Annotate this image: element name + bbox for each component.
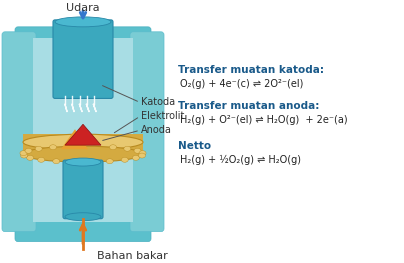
- Text: Anoda: Anoda: [141, 125, 172, 135]
- Text: Elektrolit: Elektrolit: [141, 111, 184, 121]
- FancyBboxPatch shape: [63, 160, 103, 219]
- Ellipse shape: [106, 159, 113, 164]
- Text: Transfer muatan katoda:: Transfer muatan katoda:: [178, 65, 324, 75]
- Ellipse shape: [50, 145, 57, 150]
- Text: Udara: Udara: [66, 3, 100, 13]
- Ellipse shape: [27, 155, 34, 160]
- Ellipse shape: [23, 134, 143, 150]
- FancyBboxPatch shape: [130, 32, 164, 232]
- FancyBboxPatch shape: [2, 32, 36, 232]
- Text: Katoda: Katoda: [141, 97, 175, 107]
- Ellipse shape: [124, 146, 131, 151]
- Ellipse shape: [65, 158, 101, 166]
- Ellipse shape: [70, 159, 77, 164]
- Ellipse shape: [133, 155, 139, 160]
- Ellipse shape: [23, 146, 143, 162]
- Ellipse shape: [53, 159, 60, 164]
- Ellipse shape: [25, 148, 32, 153]
- Ellipse shape: [121, 157, 128, 162]
- Text: Transfer muatan anoda:: Transfer muatan anoda:: [178, 102, 320, 112]
- Ellipse shape: [89, 159, 96, 164]
- Ellipse shape: [139, 153, 145, 158]
- Text: Bahan bakar: Bahan bakar: [97, 251, 168, 261]
- Ellipse shape: [55, 17, 111, 27]
- Text: H₂(g) + O²⁻(el) ⇌ H₂O(g)  + 2e⁻(a): H₂(g) + O²⁻(el) ⇌ H₂O(g) + 2e⁻(a): [180, 115, 347, 125]
- Ellipse shape: [109, 145, 116, 150]
- Ellipse shape: [35, 146, 42, 151]
- Ellipse shape: [20, 151, 27, 156]
- Ellipse shape: [38, 157, 45, 162]
- Ellipse shape: [139, 151, 146, 156]
- FancyBboxPatch shape: [53, 20, 113, 98]
- Polygon shape: [61, 129, 88, 149]
- Ellipse shape: [21, 153, 27, 158]
- Polygon shape: [65, 124, 101, 145]
- FancyBboxPatch shape: [15, 27, 151, 242]
- Ellipse shape: [65, 213, 101, 221]
- Text: H₂(g) + ½O₂(g) ⇌ H₂O(g): H₂(g) + ½O₂(g) ⇌ H₂O(g): [180, 155, 301, 165]
- Text: O₂(g) + 4e⁻(c) ⇌ 2O²⁻(el): O₂(g) + 4e⁻(c) ⇌ 2O²⁻(el): [180, 79, 303, 89]
- Text: Netto: Netto: [178, 141, 211, 151]
- FancyBboxPatch shape: [33, 38, 133, 222]
- FancyBboxPatch shape: [23, 134, 143, 154]
- Ellipse shape: [134, 148, 141, 153]
